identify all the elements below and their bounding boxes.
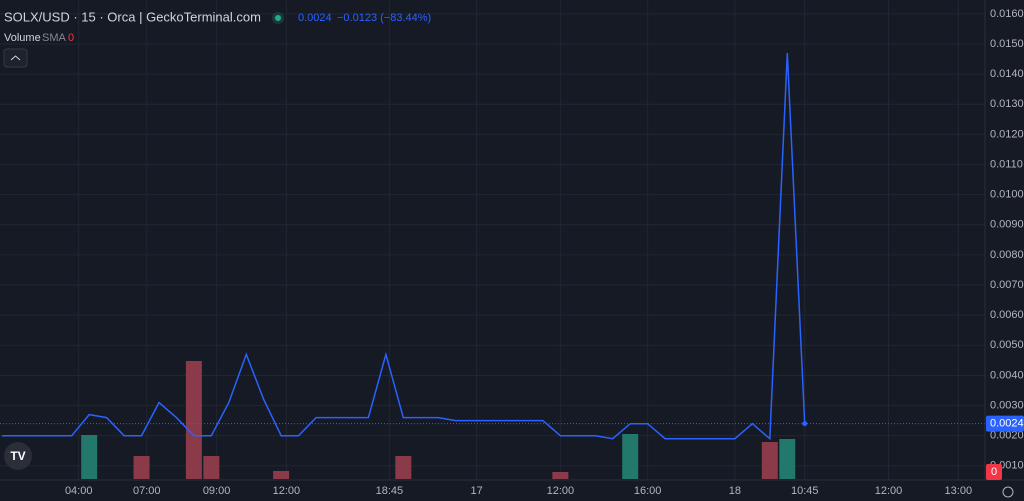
y-tick-label: 0.0120	[990, 128, 1024, 140]
volume-bar	[185, 361, 202, 479]
x-tick-label: 09:00	[203, 485, 231, 497]
y-tick-label: 0.0040	[990, 369, 1024, 381]
chevron-icon	[10, 55, 21, 61]
change: −0.0123 (−83.44%)	[337, 12, 431, 24]
y-tick-label: 0.0020	[990, 430, 1024, 442]
y-tick-label: 0.0100	[990, 189, 1024, 201]
volume-bar	[273, 471, 290, 479]
status-dot	[275, 15, 281, 21]
volume-bar	[203, 456, 220, 479]
volume-bar	[552, 472, 569, 479]
x-tick-label: 18	[729, 485, 741, 497]
settings-icon[interactable]	[1002, 486, 1014, 498]
y-tick-label: 0.0050	[990, 339, 1024, 351]
last-point	[802, 421, 808, 427]
price-line	[1, 52, 806, 441]
logo[interactable]	[4, 442, 32, 470]
last-value: 0.0024	[298, 12, 332, 24]
volume-bar	[133, 456, 150, 479]
price-badge	[986, 415, 1024, 432]
x-tick-label: 17	[470, 485, 482, 497]
y-tick-label: 0.0030	[990, 399, 1024, 411]
y-tick-label: 0.0060	[990, 309, 1024, 321]
x-tick-label: 12:00	[547, 485, 575, 497]
volume-bar	[395, 456, 412, 479]
chart-title: SOLX/USD · 15 · Orca | GeckoTerminal.com	[4, 9, 261, 24]
volume-bar	[761, 442, 778, 479]
sma-value: 0	[68, 32, 74, 44]
logo-mark: TV	[10, 449, 25, 463]
x-tick-label: 18:45	[376, 485, 404, 497]
volume-badge	[986, 464, 1002, 480]
x-tick-label: 04:00	[65, 485, 93, 497]
sma-label: SMA	[42, 32, 67, 44]
y-tick-label: 0.0080	[990, 249, 1024, 261]
volume-label: Volume	[4, 32, 41, 44]
y-tick-label: 0.0110	[990, 158, 1023, 170]
x-tick-label: 12:00	[273, 485, 301, 497]
x-tick-label: 10:45	[791, 485, 819, 497]
y-tick-label: 0.0160	[990, 8, 1024, 20]
x-tick-label: 12:00	[875, 485, 903, 497]
volume-bar	[622, 434, 639, 479]
volume-bar	[81, 435, 98, 479]
x-tick-label: 13:00	[945, 485, 973, 497]
y-tick-label: 0.0150	[990, 38, 1024, 50]
y-tick-label: 0.0090	[990, 219, 1024, 231]
y-tick-label: 0.0070	[990, 279, 1024, 291]
volume-badge-label: 0	[991, 466, 997, 478]
price-badge-label: 0.0024	[990, 418, 1024, 430]
x-tick-label: 07:00	[133, 485, 161, 497]
y-tick-label: 0.0130	[990, 98, 1024, 110]
y-tick-label: 0.0140	[990, 68, 1024, 80]
collapse-button[interactable]	[3, 48, 28, 68]
volume-bar	[779, 439, 796, 479]
x-tick-label: 16:00	[634, 485, 662, 497]
